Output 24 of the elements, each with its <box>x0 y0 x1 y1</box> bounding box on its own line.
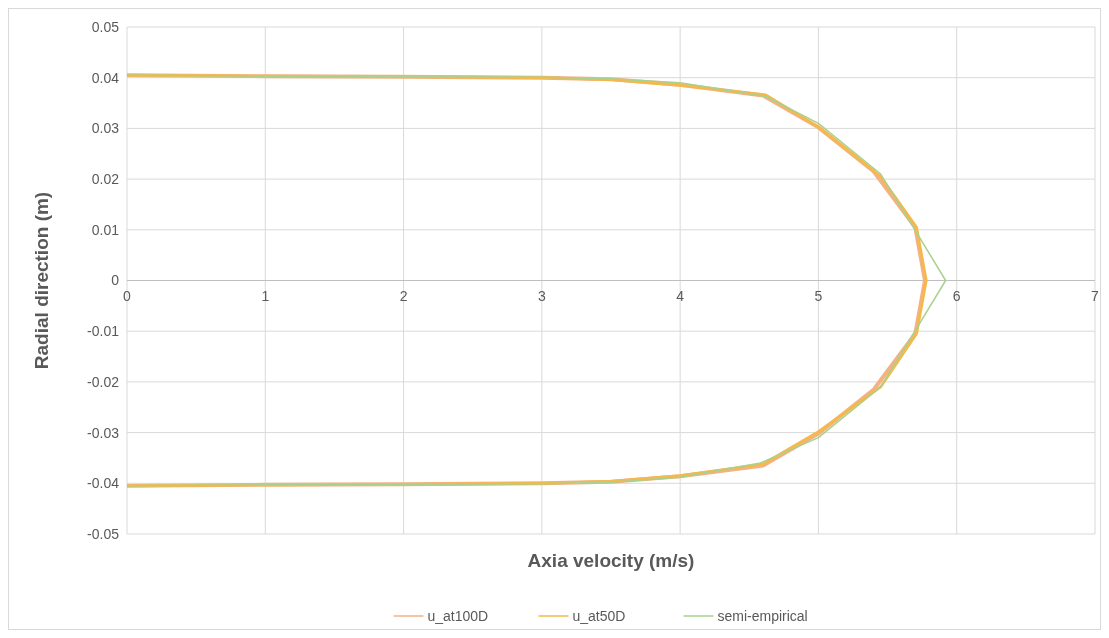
x-tick-label: 7 <box>1091 287 1100 304</box>
x-tick-label: 2 <box>399 287 408 304</box>
x-tick-label: 6 <box>952 287 961 304</box>
y-tick-label: -0.04 <box>87 475 120 492</box>
x-tick-label: 3 <box>537 287 546 304</box>
y-axis-title: Radial direction (m) <box>31 191 52 370</box>
y-tick-label: -0.02 <box>87 373 120 390</box>
y-tick-label: 0.01 <box>91 221 120 238</box>
x-tick-label: 4 <box>676 287 685 304</box>
y-tick-label: 0.02 <box>91 171 120 187</box>
x-tick-label: 0 <box>123 287 132 304</box>
y-tick-label: 0.05 <box>91 18 120 35</box>
x-tick-label: 5 <box>814 287 823 304</box>
legend-label: u_at100D <box>427 607 489 624</box>
legend-label: u_at50D <box>572 607 626 624</box>
legend-label: semi-empirical <box>717 607 808 624</box>
y-tick-label: -0.03 <box>87 424 120 441</box>
x-axis-title: Axia velocity (m/s) <box>527 550 695 571</box>
y-tick-label: 0 <box>111 272 120 289</box>
y-tick-label: 0.03 <box>91 120 120 137</box>
y-tick-label: -0.05 <box>87 525 120 542</box>
y-tick-label: 0.04 <box>91 69 120 86</box>
x-tick-label: 1 <box>261 287 270 304</box>
y-tick-label: -0.01 <box>87 323 120 340</box>
